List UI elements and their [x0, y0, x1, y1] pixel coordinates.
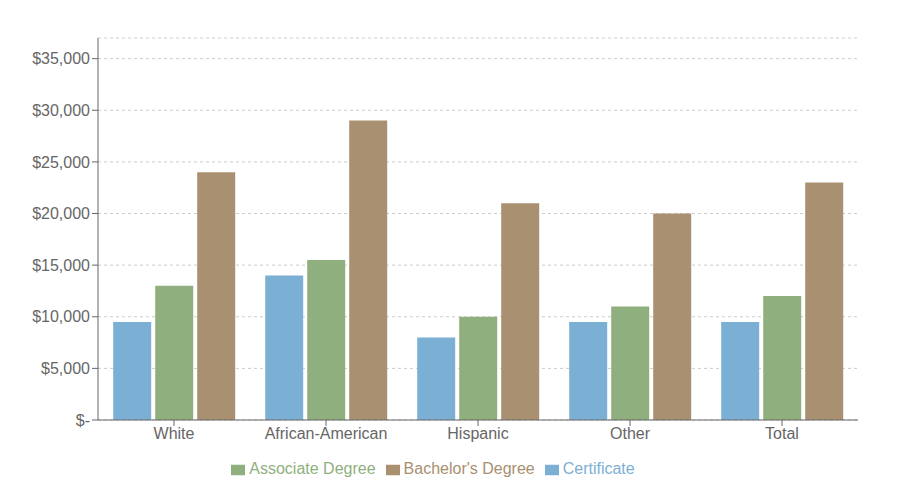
svg-text:White: White: [154, 425, 195, 442]
html-text:Associate Degree: Associate Degree: [249, 460, 376, 477]
html-text:Certificate: Certificate: [562, 460, 635, 477]
svg-text:Other: Other: [610, 425, 651, 442]
svg-text:$-: $-: [76, 412, 90, 429]
html-text:Bachelor's Degree: Bachelor's Degree: [403, 460, 535, 477]
svg-text:$25,000: $25,000: [32, 154, 90, 171]
svg-text:$10,000: $10,000: [32, 308, 90, 325]
svg-text:$20,000: $20,000: [32, 205, 90, 222]
svg-text:$5,000: $5,000: [41, 360, 90, 377]
svg-text:$35,000: $35,000: [32, 50, 90, 67]
svg-text:Total: Total: [765, 425, 799, 442]
svg-text:$30,000: $30,000: [32, 102, 90, 119]
svg-text:$15,000: $15,000: [32, 257, 90, 274]
svg-text:Hispanic: Hispanic: [447, 425, 508, 442]
svg-text:African-American: African-American: [265, 425, 388, 442]
